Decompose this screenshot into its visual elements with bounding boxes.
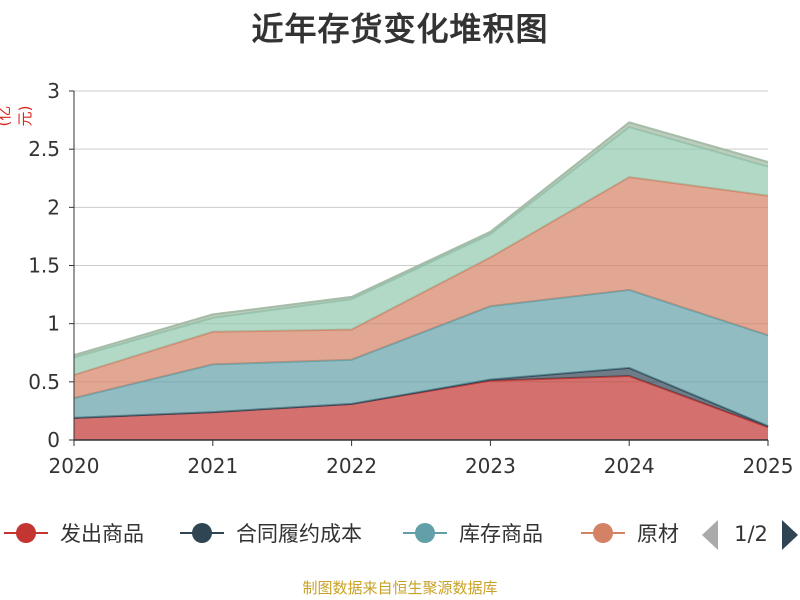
legend-prev-page-icon[interactable]	[702, 520, 718, 550]
x-tick-label: 2020	[49, 454, 100, 478]
legend-label: 合同履约成本	[236, 522, 362, 546]
legend-marker	[16, 523, 36, 543]
series-line-5	[73, 121, 769, 357]
x-tick-label: 2025	[743, 454, 794, 478]
axes: 0 0.5 1 1.5 2 2.5 3 2020 2021 2022 2023 2024 2025	[28, 79, 793, 478]
y-tick-label: 1	[47, 312, 60, 336]
legend-marker	[192, 523, 212, 543]
area-series-3	[74, 177, 768, 399]
area-series-4	[74, 127, 768, 375]
y-tick-label: 2	[47, 195, 60, 219]
area-series	[73, 121, 769, 440]
legend-label: 原材	[637, 522, 679, 546]
legend-item-3[interactable]: 原材	[581, 522, 679, 546]
y-tick-label: 0.5	[28, 370, 60, 394]
legend: 发出商品 合同履约成本 库存商品 原材 1/2	[4, 520, 798, 550]
legend-label: 库存商品	[459, 522, 543, 546]
legend-item-2[interactable]: 库存商品	[403, 522, 543, 546]
y-tick-label: 3	[47, 79, 60, 103]
area-series-5	[74, 122, 768, 358]
y-tick-label: 2.5	[28, 137, 60, 161]
area-series-0	[74, 376, 768, 440]
series-line-1	[73, 366, 769, 427]
legend-next-page-icon[interactable]	[782, 520, 798, 550]
legend-marker	[415, 523, 435, 543]
y-tick-label: 1.5	[28, 254, 60, 278]
x-tick-label: 2024	[604, 454, 655, 478]
legend-marker	[593, 523, 613, 543]
chart-title: 近年存货变化堆积图	[251, 10, 549, 48]
x-tick-label: 2023	[465, 454, 516, 478]
legend-item-1[interactable]: 合同履约成本	[180, 522, 362, 546]
legend-page-indicator: 1/2	[734, 522, 768, 546]
legend-item-0[interactable]: 发出商品	[4, 522, 144, 546]
source-note: 制图数据来自恒生聚源数据库	[302, 579, 498, 597]
area-series-2	[74, 289, 768, 426]
x-tick-label: 2021	[187, 454, 238, 478]
legend-label: 发出商品	[60, 522, 144, 546]
y-tick-label: 0	[47, 428, 60, 452]
x-tick-label: 2022	[326, 454, 377, 478]
